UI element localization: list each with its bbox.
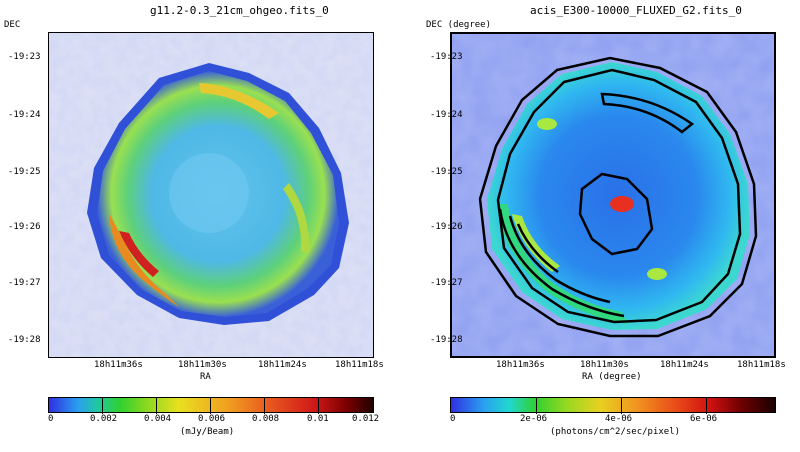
left-colorbar-tick: 0.01 [307,414,329,424]
right-ra-tick: 18h11m24s [660,360,709,370]
right-colorbar-tick: 4e-06 [605,414,633,424]
right-dec-tick: -19:28 [430,335,463,345]
left-colorbar-tick: 0.004 [144,414,172,424]
left-dec-tick: -19:26 [8,222,41,232]
left-colorbar [48,397,374,414]
right-panel-title: acis_E300-10000_FLUXED_G2.fits_0 [530,4,742,17]
left-radio-map [49,33,373,357]
contour-lines [478,56,758,338]
right-colorbar [450,397,776,414]
left-panel-title: g11.2-0.3_21cm_ohgeo.fits_0 [150,4,329,17]
left-ra-tick: 18h11m36s [94,360,143,370]
right-ra-axis-label: RA (degree) [582,372,642,382]
left-dec-tick: -19:23 [8,52,41,62]
right-dec-tick: -19:27 [430,278,463,288]
right-colorbar-tick: 2e-06 [520,414,548,424]
right-xray-image[interactable] [450,32,776,358]
right-ra-tick: 18h11m30s [580,360,629,370]
left-dec-axis-label: DEC [4,20,21,30]
right-dec-tick: -19:24 [430,110,463,120]
right-ra-tick: 18h11m36s [496,360,545,370]
left-dec-tick: -19:28 [8,335,41,345]
left-ra-tick: 18h11m30s [178,360,227,370]
left-ra-tick: 18h11m18s [335,360,384,370]
left-colorbar-tick: 0.002 [90,414,118,424]
left-colorbar-tick: 0.008 [252,414,280,424]
right-ra-tick: 18h11m18s [737,360,786,370]
left-dec-tick: -19:25 [8,167,41,177]
left-dec-tick: -19:24 [8,110,41,120]
right-colorbar-tick: 0 [450,414,456,424]
left-colorbar-tick: 0.006 [198,414,226,424]
left-radio-image[interactable] [48,32,374,358]
left-colorbar-tick: 0 [48,414,54,424]
left-colorbar-tick: 0.012 [352,414,380,424]
left-ra-axis-label: RA [200,372,211,382]
right-xray-map [452,34,774,356]
left-dec-tick: -19:27 [8,278,41,288]
left-ra-tick: 18h11m24s [258,360,307,370]
right-dec-tick: -19:25 [430,167,463,177]
left-colorbar-unit: (mJy/Beam) [180,427,235,437]
right-dec-tick: -19:26 [430,222,463,232]
right-colorbar-unit: (photons/cm^2/sec/pixel) [550,427,681,437]
right-colorbar-tick: 6e-06 [690,414,718,424]
right-dec-axis-label: DEC (degree) [426,20,492,30]
right-dec-tick: -19:23 [430,52,463,62]
